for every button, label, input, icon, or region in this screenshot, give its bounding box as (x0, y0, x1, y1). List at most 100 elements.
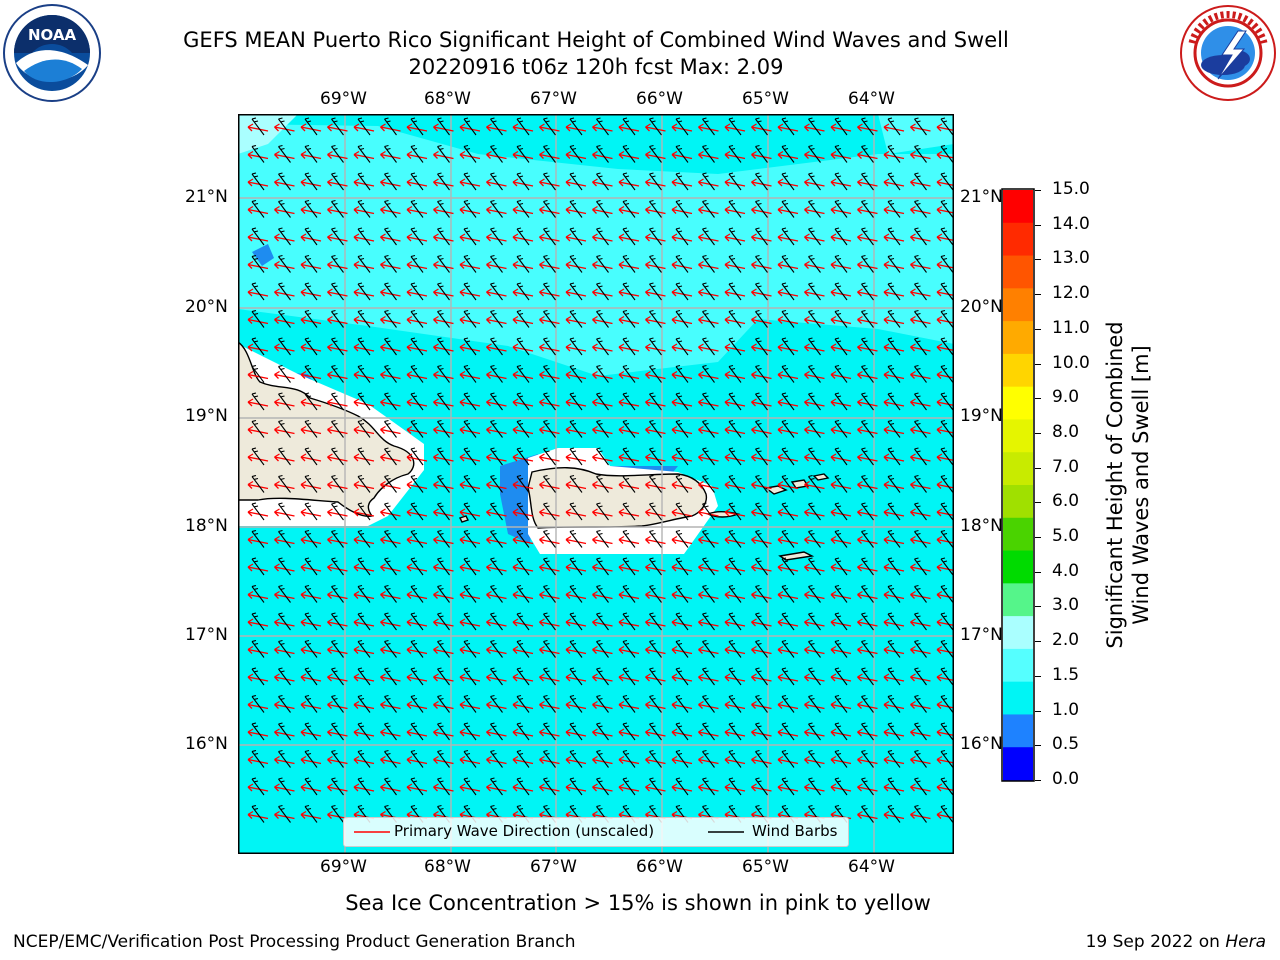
wind-barb (755, 199, 768, 218)
wind-barb (463, 529, 477, 548)
colorbar-tick-mark (1035, 675, 1041, 677)
wind-barb (278, 364, 291, 383)
wind-barb (596, 474, 609, 493)
wave-direction-arrow (459, 480, 481, 490)
wind-barb (675, 419, 689, 438)
wind-barb (331, 172, 344, 191)
wind-barb (808, 309, 821, 328)
wind-barb (490, 694, 503, 713)
wind-barb (808, 749, 821, 768)
wave-direction-arrow (512, 480, 534, 490)
wind-barb (251, 612, 265, 631)
wave-direction-arrow (300, 535, 322, 545)
wave-direction-arrow (300, 398, 322, 407)
wave-direction-arrow (247, 700, 269, 710)
wave-direction-arrow (830, 343, 852, 352)
wave-direction-arrow (274, 755, 295, 765)
wind-barb (437, 694, 450, 713)
wave-direction-arrow (830, 618, 852, 627)
wave-direction-arrow (671, 123, 693, 132)
wave-direction-arrow (592, 123, 613, 132)
wind-barb (675, 199, 689, 218)
colorbar-tick-mark (1035, 190, 1041, 191)
wind-barb (808, 639, 821, 658)
wave-direction-arrow (486, 425, 507, 435)
wind-barb (940, 584, 954, 603)
wind-barb (331, 227, 344, 246)
wave-direction-arrow (910, 123, 931, 132)
wind-barb (702, 144, 715, 163)
wind-barb (861, 474, 874, 493)
wave-direction-arrow (592, 535, 613, 545)
wind-barb (357, 612, 371, 631)
wind-barb (543, 392, 556, 411)
wind-barb (755, 694, 768, 713)
wave-direction-arrow (830, 480, 852, 490)
wave-direction-arrow (406, 783, 428, 792)
wave-direction-arrow (777, 563, 799, 572)
wave-direction-arrow (380, 453, 401, 462)
wave-direction-arrow (380, 343, 401, 352)
wave-direction-arrow (353, 728, 375, 737)
wave-direction-arrow (512, 535, 534, 545)
wind-barb (702, 419, 715, 438)
wave-direction-arrow (512, 315, 534, 325)
wave-direction-arrow (459, 618, 481, 627)
wind-barb (755, 144, 768, 163)
wind-barb (808, 502, 821, 521)
wave-direction-arrow (751, 755, 772, 765)
wave-direction-arrow (512, 673, 534, 682)
wave-direction-arrow (459, 755, 481, 765)
wave-direction-arrow (592, 315, 613, 325)
wind-barb (384, 612, 397, 631)
wind-barb (278, 667, 291, 686)
wave-direction-arrow (751, 370, 772, 380)
wind-barb (304, 667, 318, 686)
wind-barb (278, 199, 291, 218)
wind-barb (357, 144, 371, 163)
wave-direction-arrow (486, 260, 507, 270)
wave-direction-arrow (883, 425, 905, 435)
wind-barb (331, 667, 344, 686)
wind-barb (357, 474, 371, 493)
wind-barb (251, 172, 265, 191)
lon-label-top-68w: 68°W (424, 89, 471, 109)
wind-barb (781, 117, 795, 136)
wave-direction-arrow (645, 260, 666, 270)
wind-barb (914, 777, 927, 796)
wave-direction-arrow (804, 343, 825, 352)
wind-barb (278, 392, 291, 411)
colorbar-tick-label: 0.5 (1052, 734, 1080, 755)
wave-direction-arrow (751, 150, 772, 160)
wave-direction-arrow (645, 508, 666, 517)
wind-barb (649, 529, 662, 548)
wind-barb (569, 172, 583, 191)
wind-barb (649, 612, 662, 631)
wave-direction-arrow (512, 233, 534, 242)
wave-direction-arrow (830, 590, 852, 600)
wind-barb (861, 282, 874, 301)
wave-direction-arrow (883, 673, 905, 682)
wave-direction-arrow (486, 645, 507, 655)
wind-barb (304, 722, 318, 741)
wave-direction-arrow (883, 453, 905, 462)
wave-direction-arrow (883, 728, 905, 737)
wind-barb (304, 612, 318, 631)
wave-direction-arrow (671, 508, 693, 517)
wave-direction-arrow (724, 343, 746, 352)
wave-direction-arrow (724, 453, 746, 462)
wave-direction-arrow (777, 673, 799, 682)
wave-direction-arrow (751, 205, 772, 215)
wave-direction-arrow (406, 123, 428, 132)
wave-direction-arrow (645, 535, 666, 545)
wave-direction-arrow (433, 343, 454, 352)
wind-barb (914, 144, 927, 163)
wave-direction-arrow (804, 645, 825, 655)
wind-barb (543, 557, 556, 576)
wave-direction-arrow (327, 178, 348, 187)
wind-barb (410, 172, 424, 191)
wind-barb (569, 694, 583, 713)
wind-barb (251, 584, 265, 603)
wind-barb (357, 117, 371, 136)
wave-direction-arrow (406, 700, 428, 710)
